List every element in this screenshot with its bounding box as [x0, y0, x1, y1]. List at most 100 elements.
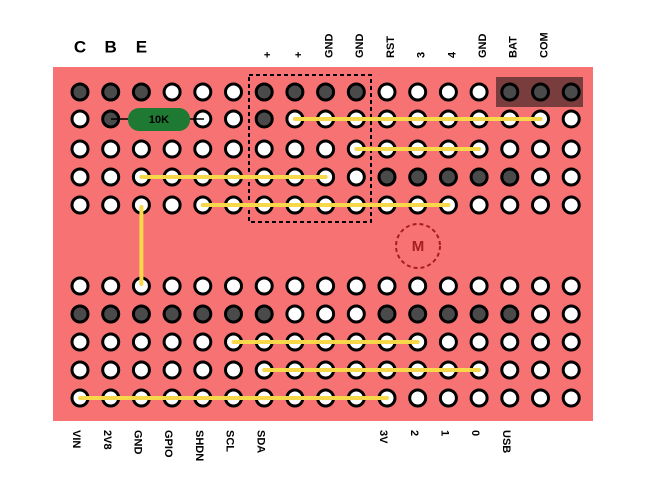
hole: [70, 167, 90, 187]
hole: [346, 167, 366, 187]
hole: [346, 304, 366, 324]
bottom-label: 1: [438, 430, 450, 436]
hole: [500, 304, 520, 324]
hole: [316, 276, 336, 296]
hole: [469, 195, 489, 215]
hole: [408, 82, 428, 102]
hole: [500, 332, 520, 352]
hole: [469, 276, 489, 296]
hole: [193, 332, 213, 352]
hole: [469, 304, 489, 324]
hole: [316, 304, 336, 324]
hole: [531, 82, 550, 102]
top-label: 4: [446, 51, 458, 58]
hole: [254, 109, 274, 129]
hole: [131, 304, 151, 324]
bottom-label: USB: [500, 430, 512, 453]
hole: [561, 304, 581, 324]
hole: [193, 82, 213, 102]
hole: [285, 82, 305, 102]
hole: [131, 139, 151, 159]
hole: [70, 360, 90, 380]
hole: [469, 388, 489, 408]
hole: [131, 82, 151, 102]
bottom-label: GPIO: [162, 430, 174, 458]
hole: [438, 332, 458, 352]
bottom-label: 2: [408, 430, 420, 436]
hole: [531, 304, 550, 324]
hole: [346, 276, 366, 296]
hole: [224, 276, 243, 296]
hole: [377, 276, 397, 296]
hole: [101, 82, 121, 102]
hole: [469, 332, 489, 352]
top-label: C: [74, 37, 86, 56]
top-label: B: [105, 37, 117, 56]
hole: [561, 276, 581, 296]
bottom-label: SCL: [224, 430, 236, 452]
motor-outline: [395, 223, 441, 269]
hole: [101, 167, 121, 187]
resistor-body: [128, 108, 190, 131]
hole: [101, 139, 121, 159]
hole: [377, 167, 397, 187]
bottom-label: 2V8: [101, 430, 113, 450]
hole: [500, 82, 520, 102]
hole: [70, 82, 90, 102]
hole: [561, 167, 581, 187]
bottom-label: GND: [131, 430, 143, 455]
labels: C B E + + GND GND RST 3 4 GND BAT COM VIN 2V8 GND GPIO SH…: [70, 32, 550, 461]
hole: [500, 167, 520, 187]
hole: [561, 360, 581, 380]
top-label: +: [293, 52, 305, 58]
hole: [346, 82, 366, 102]
top-label: E: [136, 37, 147, 56]
hole: [70, 276, 90, 296]
hole: [500, 360, 520, 380]
hole: [531, 332, 550, 352]
top-label: COM: [538, 32, 550, 58]
hole: [70, 109, 90, 129]
bottom-label: 3V: [377, 430, 389, 444]
resistor-label: 10K: [149, 114, 169, 126]
hole: [408, 276, 428, 296]
hole: [531, 276, 550, 296]
hole: [193, 304, 213, 324]
hole: [131, 332, 151, 352]
hole: [561, 82, 581, 102]
hole: [469, 82, 489, 102]
hole: [408, 304, 428, 324]
hole: [162, 139, 182, 159]
hole: [162, 304, 182, 324]
hole: [500, 195, 520, 215]
hole: [101, 304, 121, 324]
hole: [500, 139, 520, 159]
hole: [162, 332, 182, 352]
hole: [254, 304, 274, 324]
hole: [316, 82, 336, 102]
hole: [224, 139, 243, 159]
hole: [101, 332, 121, 352]
wires: [78, 117, 543, 400]
hole: [531, 139, 550, 159]
hole: [285, 139, 305, 159]
hole: [101, 195, 121, 215]
hole: [101, 276, 121, 296]
hole: [561, 139, 581, 159]
bottom-label: SHDN: [193, 430, 205, 461]
hole: [162, 82, 182, 102]
hole: [193, 276, 213, 296]
hole: [224, 82, 243, 102]
hole: [469, 167, 489, 187]
hole: [70, 139, 90, 159]
hole: [224, 109, 243, 129]
hole: [438, 167, 458, 187]
hole: [162, 360, 182, 380]
hole: [561, 332, 581, 352]
hole: [438, 388, 458, 408]
bottom-label: VIN: [70, 430, 82, 448]
top-label: BAT: [508, 36, 520, 58]
hole: [285, 304, 305, 324]
top-label: RST: [385, 36, 397, 58]
